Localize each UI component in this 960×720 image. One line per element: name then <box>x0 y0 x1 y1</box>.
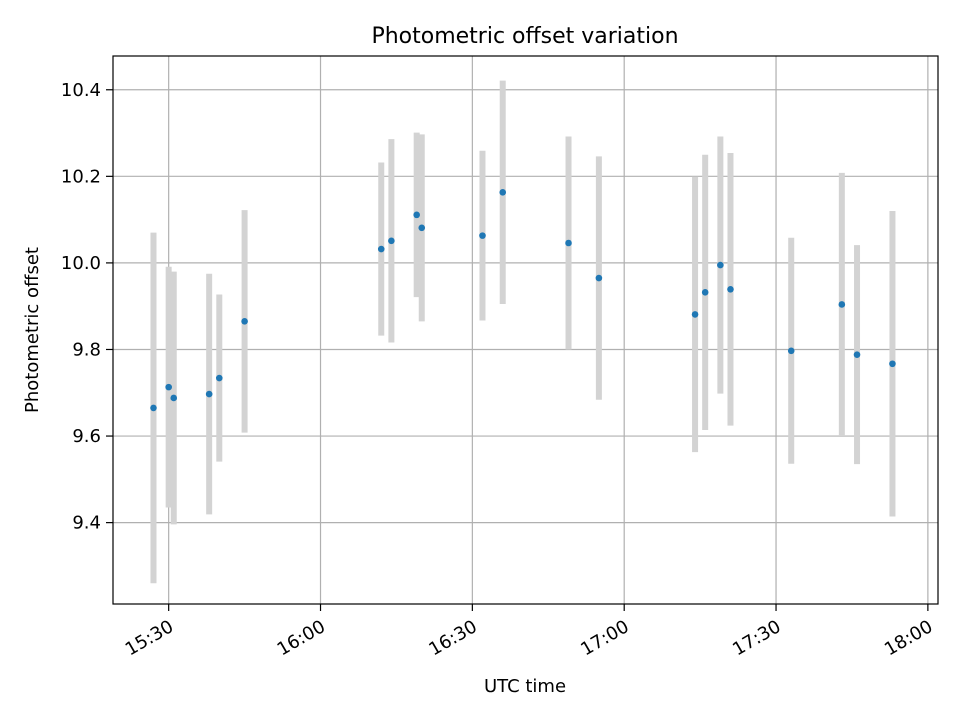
data-point <box>241 318 248 325</box>
data-point <box>479 232 486 239</box>
x-axis-label: UTC time <box>484 676 566 697</box>
grid <box>113 56 938 604</box>
data-point <box>215 374 223 382</box>
data-point <box>787 347 795 355</box>
data-point <box>701 289 709 296</box>
error-bars <box>150 80 896 584</box>
data-point <box>595 274 603 282</box>
data-point <box>889 360 896 368</box>
y-tick-label: 9.4 <box>72 513 101 534</box>
y-tick-label: 9.6 <box>72 426 101 447</box>
data-point <box>165 383 172 391</box>
data-point <box>717 261 724 269</box>
chart-title: Photometric offset variation <box>371 24 678 49</box>
data-point <box>377 245 385 253</box>
x-tick-label: 15:30 <box>122 616 177 660</box>
x-tick-label: 16:00 <box>274 616 329 660</box>
data-points <box>150 189 896 412</box>
y-tick-label: 10.4 <box>61 80 101 101</box>
data-point <box>150 404 157 412</box>
data-point <box>691 311 699 318</box>
y-axis-label: Photometric offset <box>22 247 43 413</box>
data-point <box>838 301 846 308</box>
data-point <box>499 189 507 196</box>
data-point <box>853 351 861 358</box>
data-point <box>727 286 734 293</box>
x-tick-label: 18:00 <box>881 616 936 660</box>
y-tick-label: 9.8 <box>72 339 101 360</box>
ticks: 15:30 16:00 16:30 17:00 17:30 18:00 9.4 9.6 9.8 1… <box>61 80 936 661</box>
data-point <box>205 390 213 398</box>
y-tick-label: 10.0 <box>61 253 101 274</box>
data-point <box>388 237 395 245</box>
data-point <box>413 211 420 219</box>
data-point <box>418 224 426 232</box>
y-tick-label: 10.2 <box>61 166 101 187</box>
data-point <box>565 239 572 247</box>
x-tick-label: 17:30 <box>729 616 784 660</box>
x-tick-label: 16:30 <box>425 616 480 660</box>
plot-frame <box>112 55 939 605</box>
x-tick-label: 17:00 <box>577 616 632 660</box>
data-point <box>170 394 178 402</box>
